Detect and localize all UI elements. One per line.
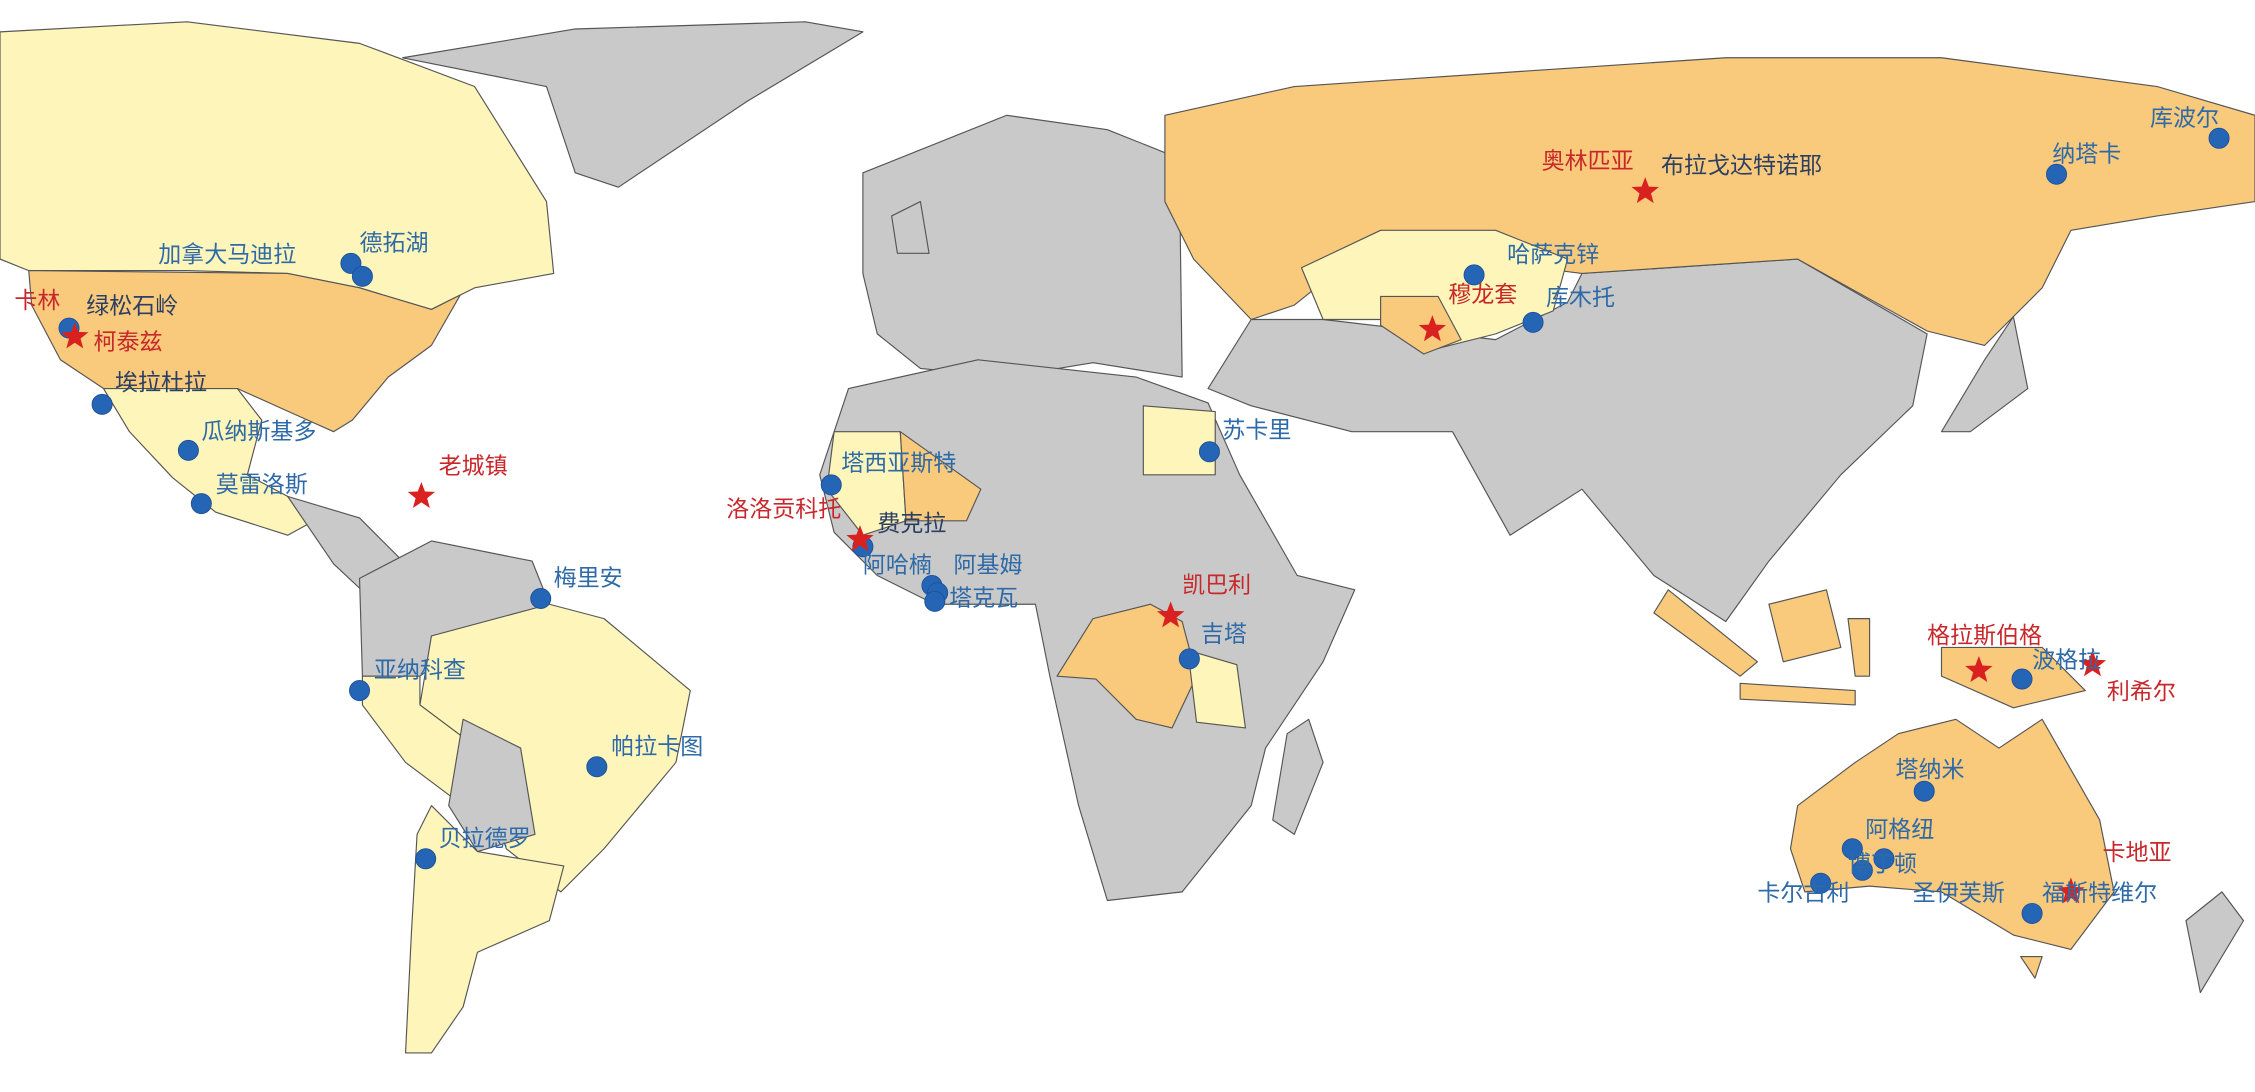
circle-marker-icon[interactable] xyxy=(1178,648,1200,670)
circle-marker-icon[interactable] xyxy=(177,439,199,461)
place-label: 亚纳科查 xyxy=(374,658,466,684)
place-label: 老城镇 xyxy=(439,453,508,479)
place-label: 苏卡里 xyxy=(1222,417,1291,443)
place-label: 柯泰兹 xyxy=(93,330,162,356)
country-greenland xyxy=(402,21,864,188)
country-mali xyxy=(899,431,982,522)
place-label: 莫雷洛斯 xyxy=(216,472,308,498)
place-label: 穆龙套 xyxy=(1448,282,1517,308)
star-marker-icon[interactable] xyxy=(1418,315,1447,342)
country-usa xyxy=(28,270,461,433)
place-label: 卡地亚 xyxy=(2103,840,2172,866)
place-label: 塔克瓦 xyxy=(949,586,1018,612)
place-label: 吉塔 xyxy=(1201,622,1247,648)
circle-marker-icon[interactable] xyxy=(1873,848,1895,870)
place-label: 塔西亚斯特 xyxy=(841,450,956,476)
indonesia-sulawesi xyxy=(1847,618,1871,677)
star-marker-icon[interactable] xyxy=(1156,601,1185,628)
place-label: 洛洛贡科托 xyxy=(726,497,841,523)
star-marker-icon[interactable] xyxy=(846,525,874,552)
circle-marker-icon[interactable] xyxy=(91,393,113,415)
place-label: 阿哈楠 xyxy=(863,553,932,579)
place-label: 波格拉 xyxy=(2032,648,2101,674)
circle-marker-icon[interactable] xyxy=(349,680,371,702)
circle-marker-icon[interactable] xyxy=(415,848,437,870)
country-madagascar xyxy=(1272,718,1324,835)
country-argentina-chile xyxy=(404,805,565,1054)
place-label: 库木托 xyxy=(1546,285,1615,311)
country-uk xyxy=(891,200,930,254)
place-label: 圣伊芙斯 xyxy=(1913,881,2005,907)
circle-marker-icon[interactable] xyxy=(190,493,212,515)
place-label: 德拓湖 xyxy=(360,230,429,256)
place-label: 梅里安 xyxy=(554,566,623,592)
indonesia-java xyxy=(1739,682,1856,706)
circle-marker-icon[interactable] xyxy=(1841,838,1863,860)
star-marker-icon[interactable] xyxy=(2078,650,2107,677)
place-label: 利希尔 xyxy=(2107,679,2176,705)
place-label: 库波尔 xyxy=(2150,105,2219,131)
place-label: 瓜纳斯基多 xyxy=(201,419,316,445)
place-label: 纳塔卡 xyxy=(2052,141,2121,167)
place-label: 奥林匹亚 xyxy=(1542,148,1634,174)
country-tanzania xyxy=(1187,649,1247,729)
circle-marker-icon[interactable] xyxy=(1463,264,1485,286)
circle-marker-icon[interactable] xyxy=(924,590,946,612)
place-label: 阿格纽 xyxy=(1865,817,1934,843)
country-egypt xyxy=(1142,405,1216,476)
asia xyxy=(1207,258,1928,623)
place-label: 卡林 xyxy=(14,288,60,314)
place-label: 阿基姆 xyxy=(953,553,1022,579)
place-label: 埃拉杜拉 xyxy=(115,370,207,396)
country-japan xyxy=(1940,316,2029,433)
circle-marker-icon[interactable] xyxy=(2011,668,2033,690)
country-drc xyxy=(1056,603,1198,729)
indonesia-sumatra xyxy=(1653,589,1758,677)
countries-layer xyxy=(0,21,2255,1054)
circle-marker-icon[interactable] xyxy=(1913,780,1935,802)
place-label: 卡尔古利 xyxy=(1757,881,1849,907)
place-label: 加拿大马迪拉 xyxy=(158,241,296,268)
indonesia-borneo xyxy=(1768,589,1842,663)
star-marker-icon[interactable] xyxy=(1631,177,1659,204)
star-marker-icon[interactable] xyxy=(1965,656,1993,683)
circle-marker-icon[interactable] xyxy=(1810,872,1832,894)
place-label: 博丁顿 xyxy=(1848,852,1917,878)
circle-marker-icon[interactable] xyxy=(530,587,552,609)
place-label: 凯巴利 xyxy=(1182,573,1251,599)
country-new-zealand xyxy=(2185,891,2245,994)
place-label: 帕拉卡图 xyxy=(611,734,703,760)
star-marker-icon[interactable] xyxy=(407,482,436,509)
country-bolivia-paraguay xyxy=(448,718,536,853)
circle-marker-icon[interactable] xyxy=(1522,311,1544,333)
circle-marker-icon[interactable] xyxy=(586,756,608,778)
circle-marker-icon[interactable] xyxy=(820,474,842,496)
place-label: 塔纳米 xyxy=(1895,757,1964,783)
place-label: 贝拉德罗 xyxy=(439,826,531,852)
circle-marker-icon[interactable] xyxy=(2046,163,2068,185)
place-label: 绿松石岭 xyxy=(86,294,178,320)
tasmania xyxy=(2020,956,2043,979)
place-label: 费克拉 xyxy=(877,511,946,537)
circle-marker-icon[interactable] xyxy=(2021,902,2043,924)
place-label: 格拉斯伯格 xyxy=(1927,623,2042,649)
europe xyxy=(862,114,1183,378)
star-marker-icon[interactable] xyxy=(2057,877,2085,904)
circle-marker-icon[interactable] xyxy=(351,265,373,287)
markers-layer xyxy=(58,127,2230,924)
circle-marker-icon[interactable] xyxy=(1198,441,1220,463)
circle-marker-icon[interactable] xyxy=(2208,127,2230,149)
place-label: 哈萨克锌 xyxy=(1507,242,1599,268)
place-label: 福斯特维尔 xyxy=(2042,881,2157,907)
circle-marker-icon[interactable] xyxy=(1851,859,1873,881)
place-label: 布拉戈达特诺耶 xyxy=(1661,153,1822,179)
star-marker-icon[interactable] xyxy=(61,322,89,349)
